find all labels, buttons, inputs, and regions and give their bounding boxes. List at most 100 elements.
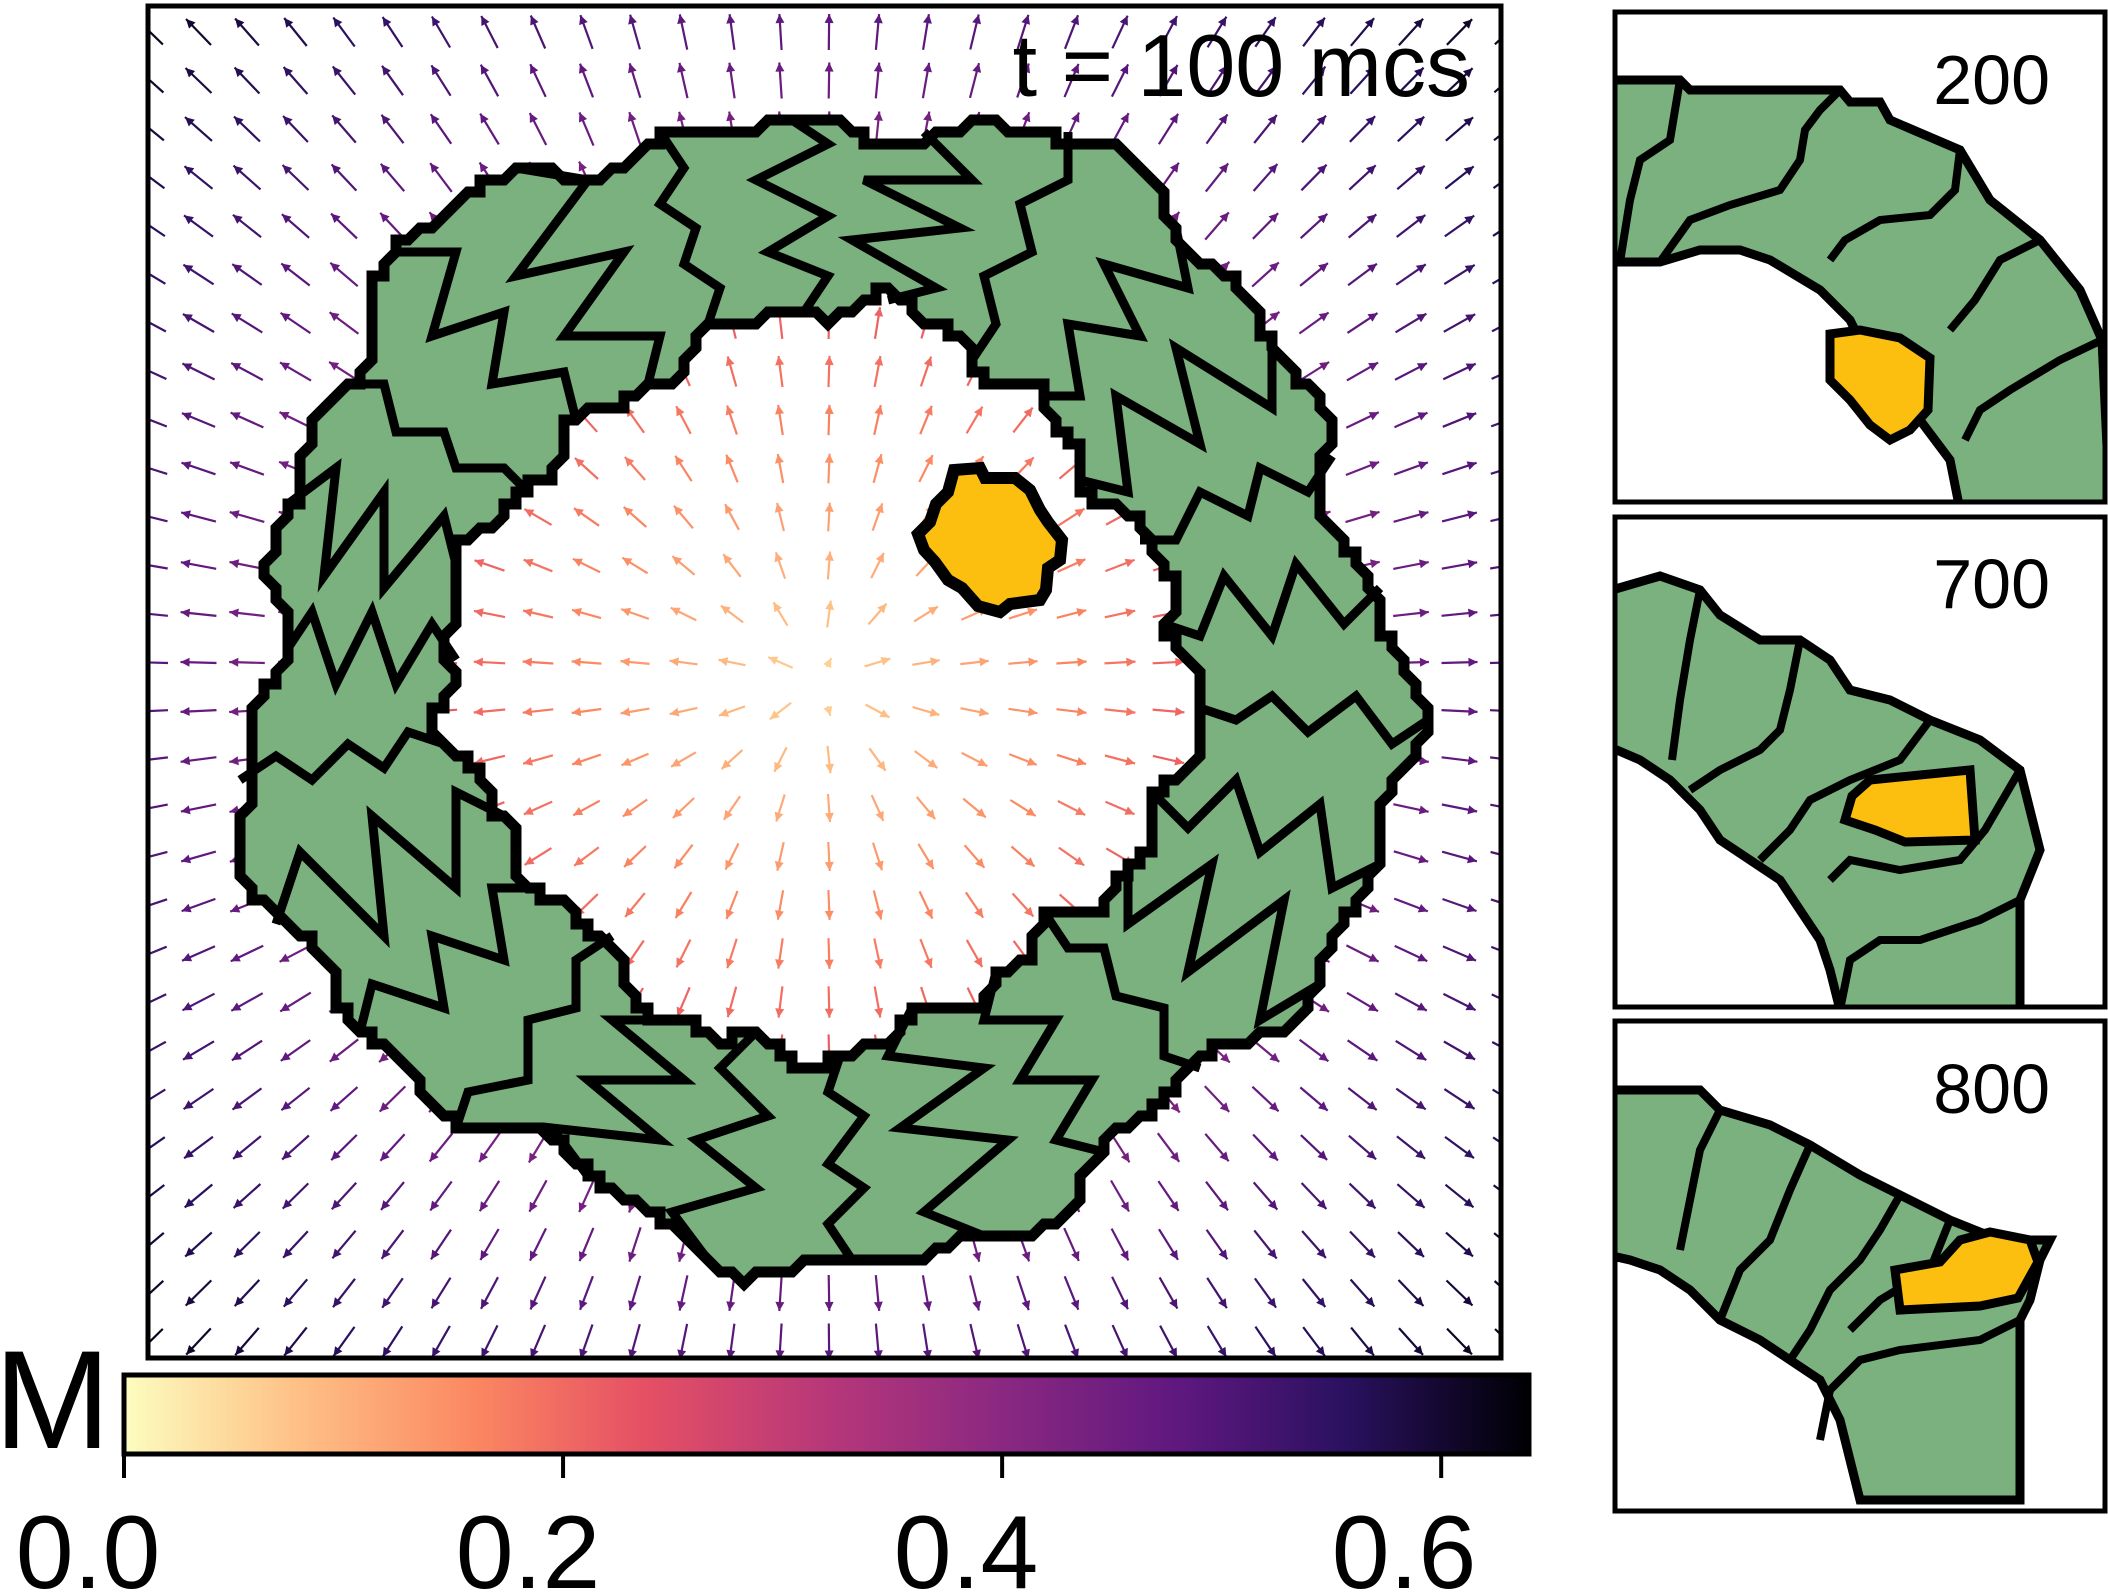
vector-arrow-shaft [1490, 945, 1501, 952]
vector-arrow-head [880, 656, 891, 666]
vector-arrow-head [1217, 1346, 1227, 1357]
vector-arrow-head [725, 909, 734, 919]
vector-arrow-head [974, 907, 984, 918]
vector-arrow-head [672, 556, 683, 566]
vector-arrow-head [578, 1251, 588, 1262]
vector-arrow-head [824, 62, 834, 72]
cell-ring [234, 114, 1434, 1292]
vector-arrow-head [133, 462, 143, 471]
vector-arrow-head [279, 412, 290, 421]
vector-arrow-head [877, 603, 887, 614]
vector-arrow-shaft [1491, 325, 1501, 333]
vector-arrow-head [181, 461, 192, 470]
main-panel-frame [145, 3, 1504, 1361]
vector-arrow-head [1268, 213, 1279, 223]
vector-arrow-head [1219, 212, 1229, 223]
vector-arrow-head [135, 265, 145, 274]
vector-arrow-head [1266, 17, 1276, 28]
vector-arrow-head [726, 1301, 736, 1311]
vector-arrow-head [1218, 65, 1227, 76]
vector-arrow-head [481, 1298, 490, 1309]
vector-arrow-head [1025, 807, 1036, 816]
vector-arrow-head [1466, 903, 1477, 913]
colorbar-tick-label: 0.6 [1332, 1495, 1477, 1595]
vector-arrow-shaft [1491, 277, 1501, 285]
vector-arrow-head [824, 355, 834, 366]
vector-arrow-head [1267, 1248, 1277, 1259]
vector-arrow-head [1077, 657, 1087, 667]
vector-arrow-head [929, 708, 940, 717]
vector-arrow-head [1219, 261, 1230, 272]
vector-arrow-head [431, 65, 440, 76]
vector-arrow-head [873, 62, 883, 72]
vector-arrow-head [1465, 1051, 1476, 1060]
vector-arrow-shaft [1491, 1041, 1501, 1048]
vector-arrow-head [524, 509, 535, 518]
vector-arrow-head [1514, 364, 1524, 372]
vector-arrow-head [978, 707, 989, 717]
vector-arrow-head [530, 1299, 539, 1310]
vector-arrow-head [1316, 66, 1326, 77]
vector-arrow-head [1467, 559, 1478, 569]
vector-arrow-head [284, 18, 294, 28]
vector-arrow-head [1417, 953, 1428, 962]
vector-arrow-head [775, 1350, 785, 1358]
vector-arrow-head [824, 404, 834, 414]
vector-arrow-head [235, 18, 245, 29]
vector-arrow-head [1414, 1296, 1424, 1306]
cell-border [1687, 639, 1804, 794]
vector-arrow-head [1464, 1100, 1475, 1109]
vector-arrow-head [181, 903, 192, 913]
vector-arrow-head [1514, 1051, 1524, 1059]
vector-arrow-head [1021, 1251, 1031, 1262]
vector-arrow-head [137, 1296, 147, 1305]
vector-arrow-head [229, 559, 240, 569]
vector-arrow-head [824, 861, 834, 871]
vector-arrow-head [571, 657, 581, 667]
vector-arrow-head [823, 658, 832, 669]
vector-arrow-head [1468, 657, 1478, 667]
vector-arrow-head [975, 858, 985, 868]
vector-arrow-head [380, 1151, 390, 1161]
vector-arrow-head [627, 112, 637, 122]
cell-border [542, 1015, 697, 1179]
main-simulation-panel: t = 100 mcs [133, 3, 1524, 1361]
vector-arrow-head [1317, 213, 1328, 224]
cell-border [978, 970, 1106, 1157]
vector-arrow-head [185, 1296, 196, 1306]
vector-arrow-head [1413, 1345, 1423, 1355]
vector-arrow-head [1364, 1345, 1374, 1356]
vector-arrow-head [923, 111, 933, 122]
inset-time-label: 700 [1933, 545, 2050, 623]
vector-arrow-head [133, 413, 143, 421]
vector-arrow-head [333, 17, 343, 28]
vector-arrow-head [1415, 1149, 1426, 1159]
highlighted-cell [1890, 1227, 2043, 1315]
vector-arrow-head [282, 1199, 293, 1209]
cell-border [1040, 909, 1202, 1073]
vector-arrow-head [1465, 314, 1476, 323]
vector-arrow-head [676, 957, 685, 968]
vector-arrow-head [134, 364, 144, 372]
main-time-label: t = 100 mcs [1013, 16, 1470, 115]
vector-arrow-head [1168, 16, 1177, 27]
vector-arrow-head [1169, 162, 1179, 173]
vector-arrow-shaft [1490, 517, 1501, 523]
vector-arrow-head [1219, 1151, 1229, 1162]
vector-arrow-head [1170, 211, 1180, 222]
vector-arrow-head [281, 263, 292, 273]
vector-arrow-head [481, 1347, 490, 1358]
vector-arrow-head [1269, 1052, 1280, 1062]
vector-arrow-shaft [1491, 373, 1501, 380]
vector-arrow-head [280, 312, 291, 322]
vector-arrow-head [234, 116, 244, 126]
vector-arrow-head [774, 552, 784, 563]
vector-arrow-head [1465, 363, 1476, 372]
vector-arrow-head [1419, 756, 1429, 766]
cell-border [271, 784, 507, 949]
vector-arrow-head [622, 557, 633, 567]
vector-arrow-head [329, 312, 340, 322]
vector-arrow-head [1370, 559, 1380, 569]
vector-arrow-head [182, 314, 193, 323]
vector-arrow-head [1169, 113, 1179, 124]
